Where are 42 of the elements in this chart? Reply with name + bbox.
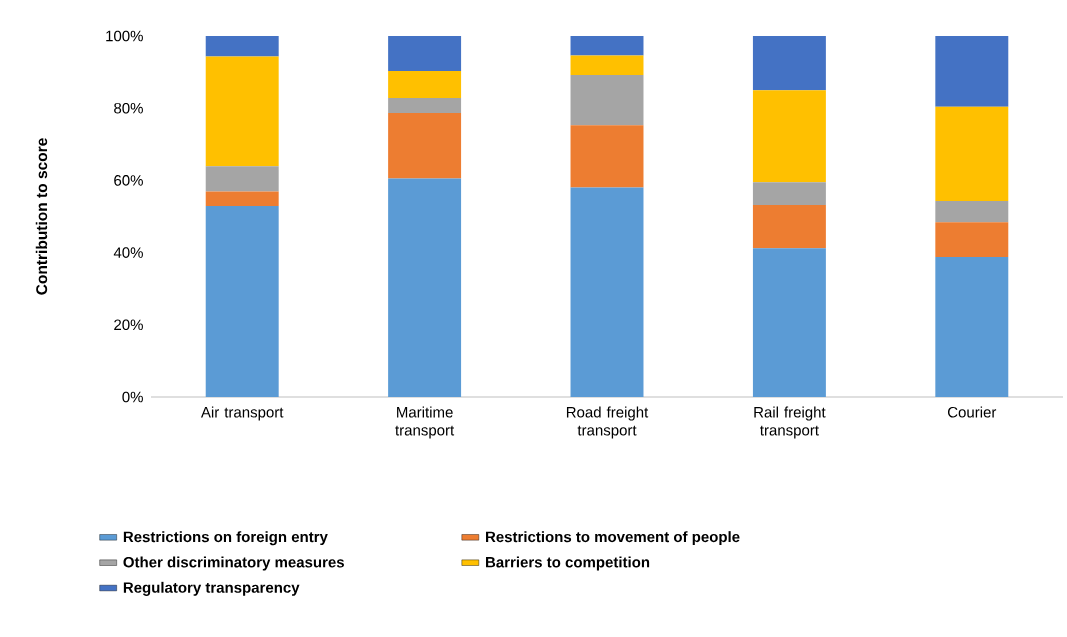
bar: [388, 98, 462, 113]
bar: [570, 55, 644, 75]
bar: [752, 204, 826, 249]
legend-label: Regulatory transparency: [123, 581, 300, 596]
bar: [205, 166, 279, 192]
y-tick-label: 0%: [122, 391, 143, 403]
bar: [935, 200, 1009, 223]
bar: [935, 106, 1009, 201]
bar: [205, 36, 279, 57]
bar: [570, 187, 644, 397]
y-tick-label: 40%: [113, 247, 143, 258]
bar: [752, 36, 826, 91]
x-tick-label: Maritime transport: [395, 406, 455, 439]
bar: [935, 256, 1009, 397]
bar: [752, 182, 826, 205]
x-tick-label: Rail freight transport: [754, 406, 826, 439]
y-tick-label: 80%: [114, 102, 143, 114]
bar: [205, 206, 279, 397]
bar: [570, 125, 644, 188]
bar: [935, 36, 1009, 107]
y-axis-title: Contribution to score: [35, 138, 48, 295]
legend-label: Restrictions to movement of people: [486, 531, 740, 546]
x-tick-label: Road freight transport: [566, 406, 649, 439]
bar: [388, 112, 462, 179]
y-tick-label: 60%: [114, 175, 143, 186]
legend-label: Other discriminatory measures: [123, 556, 344, 571]
bar: [570, 36, 644, 56]
bar: [570, 74, 644, 126]
legend-label: Barriers to competition: [486, 556, 650, 571]
bar: [205, 56, 279, 167]
bar: [935, 222, 1009, 257]
bar: [752, 90, 826, 183]
bar: [388, 36, 462, 72]
bar: [388, 71, 462, 99]
y-tick-label: 100%: [106, 30, 143, 42]
bar: [205, 191, 279, 207]
bar: [388, 178, 462, 397]
x-tick-label: Air transport: [200, 406, 284, 421]
y-tick-label: 20%: [114, 319, 143, 331]
bar: [752, 248, 826, 397]
x-tick-label: Courier: [947, 406, 997, 418]
legend-label: Restrictions on foreign entry: [123, 531, 328, 546]
